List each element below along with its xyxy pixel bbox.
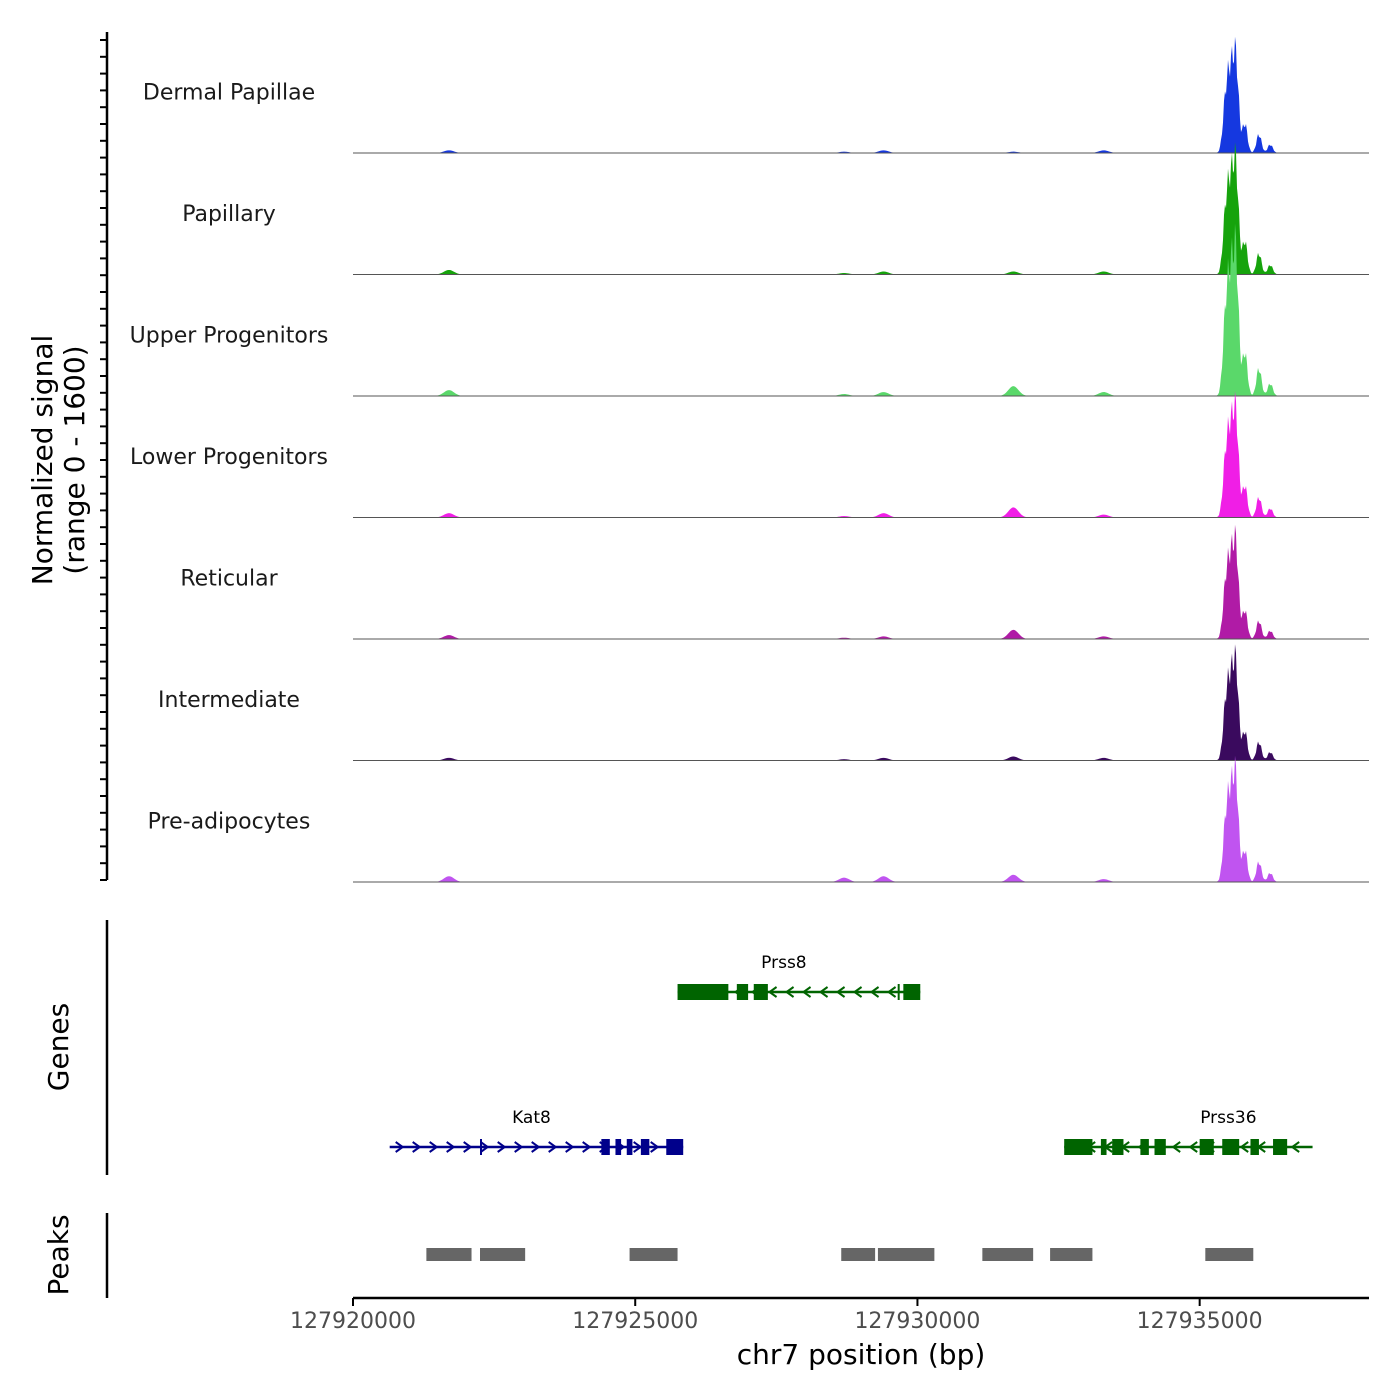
track-label: Dermal Papillae	[143, 81, 315, 106]
track-label: Reticular	[180, 567, 278, 592]
signal-track: Lower Progenitors	[130, 391, 1369, 518]
strand-arrow	[497, 1141, 507, 1153]
peak-region	[426, 1248, 472, 1261]
x-tick-label: 127935000	[1137, 1309, 1263, 1334]
signal-area	[353, 524, 1369, 639]
gene-model: Prss36	[1064, 1108, 1313, 1155]
strand-arrow	[548, 1141, 558, 1153]
gene-exon	[626, 1139, 633, 1155]
x-axis-ticks: 127920000 127925000 127930000 127935000	[290, 1298, 1263, 1334]
peak-region	[629, 1248, 678, 1261]
track-label: Lower Progenitors	[130, 445, 328, 470]
strand-arrow	[650, 1141, 660, 1153]
strand-arrow	[818, 986, 829, 998]
peak-regions	[426, 1248, 1254, 1261]
strand-arrow	[412, 1141, 422, 1153]
strand-arrow	[463, 1141, 473, 1153]
signal-track: Reticular	[180, 524, 1369, 640]
gene-exon	[1140, 1139, 1149, 1155]
signal-track: Pre-adipocytes	[148, 755, 1369, 883]
gene-label: Kat8	[512, 1108, 551, 1128]
gene-model: Prss8	[677, 953, 921, 1000]
track-label: Papillary	[182, 202, 276, 227]
peak-region	[841, 1248, 876, 1261]
x-axis-title: chr7 position (bp)	[737, 1338, 986, 1371]
gene-exon	[677, 984, 729, 1000]
strand-arrow	[767, 986, 778, 998]
peak-region	[1050, 1248, 1093, 1261]
gene-exon	[897, 984, 900, 1000]
gene-model: Kat8	[389, 1108, 684, 1155]
peak-region	[982, 1248, 1034, 1261]
signal-area	[353, 391, 1369, 518]
gene-exon	[736, 984, 749, 1000]
strand-arrow	[582, 1141, 592, 1153]
strand-arrow	[835, 986, 846, 998]
gene-exon	[1250, 1139, 1259, 1155]
signal-area	[353, 755, 1369, 882]
strand-arrow	[1290, 1141, 1300, 1153]
gene-exon	[1100, 1139, 1107, 1155]
strand-arrow	[852, 986, 863, 998]
strand-arrow	[514, 1141, 524, 1153]
signal-track: Upper Progenitors	[130, 223, 1369, 397]
track-label: Intermediate	[158, 688, 300, 713]
x-tick-label: 127920000	[290, 1309, 416, 1334]
gene-exon	[615, 1139, 622, 1155]
genes-title: Genes	[42, 1003, 75, 1091]
track-label: Upper Progenitors	[130, 324, 329, 349]
strand-arrow	[784, 986, 795, 998]
gene-exon	[1273, 1139, 1288, 1155]
peaks-title: Peaks	[42, 1214, 75, 1295]
gene-exon	[1154, 1139, 1166, 1155]
gene-annotations: Prss8 Kat8 Prss36	[389, 953, 1313, 1155]
gene-exon	[601, 1139, 610, 1155]
signal-area	[353, 36, 1369, 153]
gene-label: Prss8	[761, 953, 806, 973]
signal-track: Intermediate	[158, 644, 1369, 761]
peak-region	[480, 1248, 526, 1261]
strand-arrow	[446, 1141, 456, 1153]
strand-arrow	[1239, 1141, 1249, 1153]
gene-exon	[1112, 1139, 1124, 1155]
signal-track: Dermal Papillae	[143, 36, 1369, 154]
gene-label: Prss36	[1200, 1108, 1256, 1128]
strand-arrow	[886, 986, 897, 998]
strand-arrow	[1188, 1141, 1198, 1153]
signal-track: Papillary	[182, 142, 1369, 275]
signal-area	[353, 644, 1369, 761]
gene-exon	[903, 984, 921, 1000]
ylabel-line2: (range 0 - 1600)	[58, 345, 91, 574]
gene-exon	[753, 984, 768, 1000]
strand-arrow	[480, 1141, 490, 1153]
strand-arrow	[531, 1141, 541, 1153]
ylabel-line1: Normalized signal	[26, 335, 59, 586]
gene-exon	[480, 1139, 482, 1155]
signal-area	[353, 223, 1369, 396]
strand-arrow	[869, 986, 880, 998]
strand-arrow	[565, 1141, 575, 1153]
signal-area	[353, 142, 1369, 275]
gene-exon	[1222, 1139, 1240, 1155]
gene-exon	[1199, 1139, 1214, 1155]
strand-arrow	[429, 1141, 439, 1153]
x-tick-label: 127925000	[572, 1309, 698, 1334]
strand-arrow	[395, 1141, 405, 1153]
strand-arrow	[1171, 1141, 1181, 1153]
x-tick-label: 127930000	[854, 1309, 980, 1334]
signal-axis-ticks	[100, 39, 107, 881]
strand-arrow	[801, 986, 812, 998]
gene-exon	[666, 1139, 684, 1155]
gene-exon	[640, 1139, 650, 1155]
track-label: Pre-adipocytes	[148, 810, 311, 835]
strand-arrow	[633, 1141, 643, 1153]
peak-region	[877, 1248, 935, 1261]
peak-region	[1205, 1248, 1254, 1261]
signal-tracks: Dermal Papillae Papillary Upper Progenitor…	[130, 36, 1369, 883]
gene-exon	[1064, 1139, 1093, 1155]
